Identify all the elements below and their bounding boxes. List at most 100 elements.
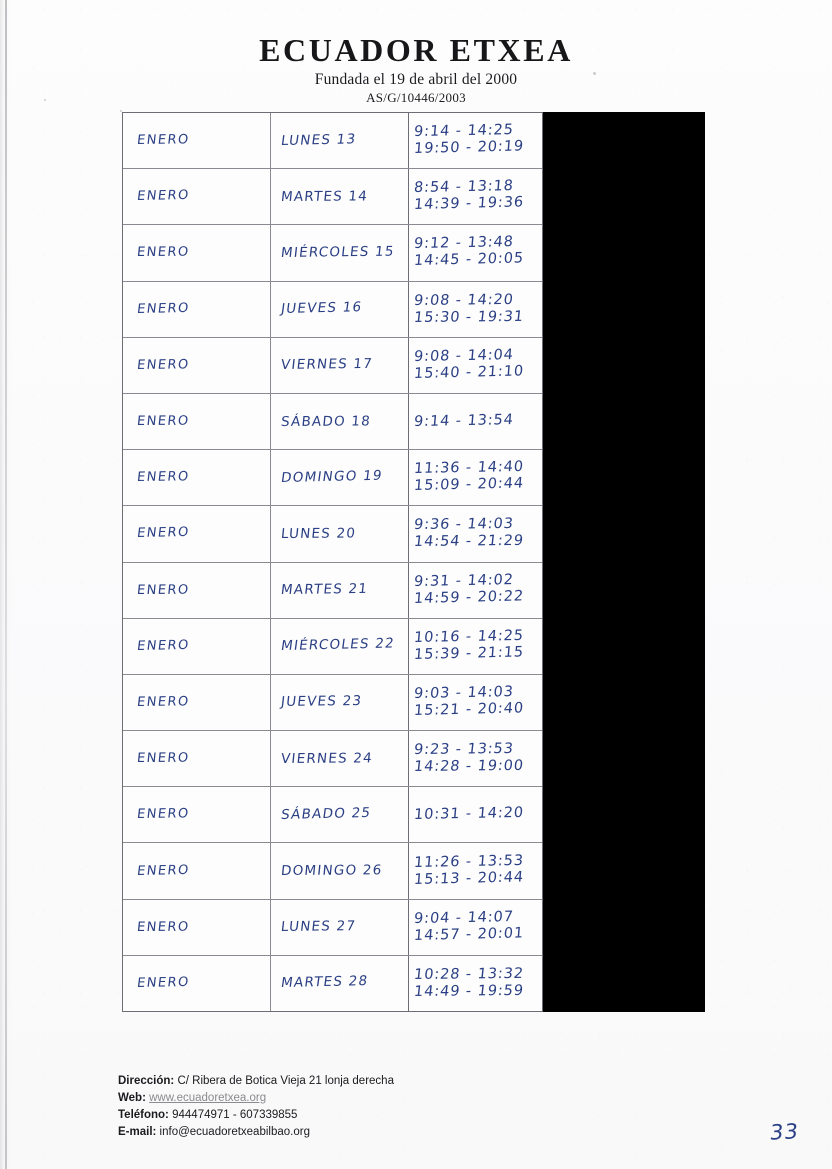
day-text: MARTES 21 <box>280 581 369 599</box>
cell-month: ENERO <box>123 225 271 281</box>
cell-month: ENERO <box>123 843 271 899</box>
cell-times: 8:54 - 13:18 14:39 - 19:36 <box>409 169 542 224</box>
footer-phone-value: 944474971 - 607339855 <box>172 1109 298 1121</box>
time-range-afternoon: 19:50 - 20:19 <box>413 138 525 158</box>
table-row: ENERO MARTES 28 10:28 - 13:32 14:49 - 19:59 <box>123 955 542 1011</box>
footer-phone-line: Teléfono: 944474971 - 607339855 <box>118 1107 394 1124</box>
table-row: ENERO MIÉRCOLES 15 9:12 - 13:48 14:45 - 20:… <box>123 225 542 282</box>
cell-times: 9:03 - 14:03 15:21 - 20:40 <box>409 675 542 730</box>
time-range-afternoon: 15:09 - 20:44 <box>413 475 525 495</box>
day-text: DOMINGO 19 <box>279 467 384 486</box>
month-text: ENERO <box>136 413 191 430</box>
day-text: SÁBADO 25 <box>279 804 373 823</box>
time-range-morning: 9:14 - 14:25 <box>413 122 515 141</box>
cell-month: ENERO <box>123 899 271 955</box>
time-range-afternoon: 14:49 - 19:59 <box>413 982 525 1000</box>
time-range-morning: 9:23 - 13:53 <box>413 741 515 759</box>
month-text: ENERO <box>136 862 191 879</box>
time-range-afternoon: 15:13 - 20:44 <box>413 868 525 888</box>
ink-speck <box>120 110 122 112</box>
cell-times: 9:14 - 14:25 19:50 - 20:19 <box>409 113 542 168</box>
cell-day: VIERNES 17 <box>271 337 409 393</box>
day-text: MARTES 14 <box>280 188 369 205</box>
letterhead: ECUADOR ETXEA Fundada el 19 de abril del… <box>0 33 832 106</box>
footer-web-line: Web: www.ecuadoretxea.org <box>118 1090 394 1107</box>
cell-day: MARTES 14 <box>271 169 409 225</box>
day-text: MARTES 28 <box>279 973 370 992</box>
cell-day: LUNES 27 <box>271 899 409 955</box>
time-range-afternoon: 14:45 - 20:05 <box>413 250 525 270</box>
cell-times: 9:23 - 13:53 14:28 - 19:00 <box>409 731 542 786</box>
time-range-morning: 9:08 - 14:04 <box>413 346 515 365</box>
month-text: ENERO <box>136 300 191 317</box>
cell-month: ENERO <box>123 618 271 674</box>
time-range-morning: 9:08 - 14:20 <box>413 291 515 309</box>
time-range-afternoon: 15:40 - 21:10 <box>413 363 525 382</box>
month-text: ENERO <box>136 919 191 935</box>
time-range-afternoon: 14:54 - 21:29 <box>413 533 525 551</box>
cell-day: LUNES 13 <box>271 113 409 169</box>
month-text: ENERO <box>136 582 191 598</box>
footer-phone-label: Teléfono: <box>118 1109 169 1121</box>
time-range-morning: 9:03 - 14:03 <box>413 684 515 702</box>
cell-day: DOMINGO 19 <box>271 450 409 506</box>
cell-times: 10:16 - 14:25 15:39 - 21:15 <box>409 619 542 674</box>
cell-month: ENERO <box>123 787 271 843</box>
cell-times: 11:26 - 13:53 15:13 - 20:44 <box>409 843 542 898</box>
month-text: ENERO <box>136 694 191 710</box>
cell-month: ENERO <box>123 450 271 506</box>
cell-day: MIÉRCOLES 22 <box>271 618 409 674</box>
day-text: JUEVES 23 <box>280 693 363 711</box>
cell-day: VIERNES 24 <box>271 731 409 787</box>
cell-month: ENERO <box>123 506 271 562</box>
time-range-morning: 9:31 - 14:02 <box>413 571 515 590</box>
table-row: ENERO JUEVES 16 9:08 - 14:20 15:30 - 19:31 <box>123 281 542 338</box>
time-range-afternoon: 14:28 - 19:00 <box>413 758 525 776</box>
cell-times: 10:28 - 13:32 14:49 - 19:59 <box>409 956 542 1011</box>
cell-day: MIÉRCOLES 15 <box>271 225 409 281</box>
cell-day: MARTES 28 <box>271 955 409 1011</box>
ink-speck <box>593 72 596 75</box>
day-text: LUNES 13 <box>279 130 358 149</box>
handwritten-page-number: 33 <box>768 1119 801 1145</box>
table-row: ENERO SÁBADO 25 10:31 - 14:20 <box>123 787 542 844</box>
table-row: ENERO DOMINGO 19 11:36 - 14:40 15:09 - 20:4… <box>123 450 542 507</box>
cell-month: ENERO <box>123 674 271 731</box>
time-range-morning: 10:31 - 14:20 <box>413 804 525 823</box>
time-range-morning: 10:16 - 14:25 <box>413 627 525 646</box>
table-row: ENERO MIÉRCOLES 22 10:16 - 14:25 15:39 - 21… <box>123 618 542 675</box>
cell-day: LUNES 20 <box>271 506 409 562</box>
footer-web-link[interactable]: www.ecuadoretxea.org <box>149 1092 267 1104</box>
cell-day: SÁBADO 25 <box>271 787 409 843</box>
cell-times: 11:36 - 14:40 15:09 - 20:44 <box>409 450 542 505</box>
footer-email-value: info@ecuadoretxeabilbao.org <box>159 1126 310 1138</box>
cell-month: ENERO <box>123 955 271 1011</box>
footer-address-label: Dirección: <box>118 1075 175 1087</box>
time-range-morning: 9:04 - 14:07 <box>413 908 515 927</box>
month-text: ENERO <box>136 525 191 542</box>
time-range-morning: 9:36 - 14:03 <box>413 516 515 534</box>
time-range-afternoon: 15:39 - 21:15 <box>413 644 525 663</box>
cell-times: 9:14 - 13:54 <box>409 394 542 449</box>
month-text: ENERO <box>136 806 191 823</box>
month-text: ENERO <box>136 974 191 991</box>
cell-month: ENERO <box>123 731 271 787</box>
day-text: VIERNES 17 <box>280 356 374 374</box>
cell-times: 9:08 - 14:20 15:30 - 19:31 <box>409 282 542 337</box>
day-text: SÁBADO 18 <box>280 412 372 430</box>
table-row: ENERO MARTES 21 9:31 - 14:02 14:59 - 20:22 <box>123 562 542 619</box>
month-text: ENERO <box>136 469 191 486</box>
cell-times: 10:31 - 14:20 <box>409 787 542 842</box>
cell-month: ENERO <box>123 113 271 169</box>
footer-address-value: C/ Ribera de Botica Vieja 21 lonja derec… <box>177 1075 394 1087</box>
ink-speck <box>44 99 46 101</box>
time-range-morning: 11:26 - 13:53 <box>413 852 525 871</box>
month-text: ENERO <box>136 245 191 261</box>
table-row: ENERO LUNES 27 9:04 - 14:07 14:57 - 20:01 <box>123 899 542 956</box>
table-row: ENERO SÁBADO 18 9:14 - 13:54 <box>123 393 542 451</box>
time-range-afternoon: 15:30 - 19:31 <box>413 308 525 326</box>
table-row: ENERO LUNES 20 9:36 - 14:03 14:54 - 21:29 <box>123 506 542 563</box>
time-range-morning: 9:14 - 13:54 <box>413 411 515 430</box>
redaction-block <box>543 112 705 1012</box>
cell-month: ENERO <box>123 169 271 225</box>
